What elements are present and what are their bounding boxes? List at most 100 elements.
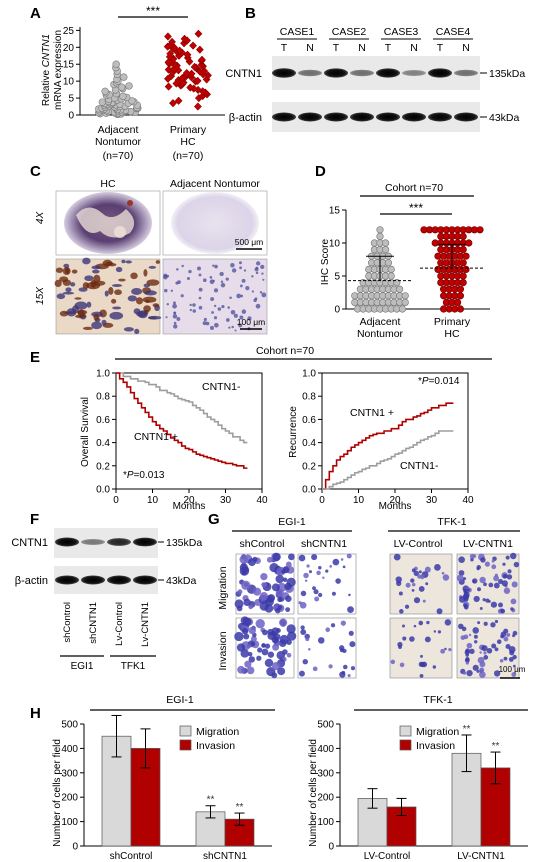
g-cell-1-3-47	[465, 661, 470, 665]
c-tissue-nt-55	[256, 261, 261, 266]
h0-ytick-label-1: 100	[61, 817, 78, 828]
d-point-1-46	[459, 246, 467, 254]
a-point-0-51	[119, 92, 127, 101]
g-cell-0-0-7	[248, 604, 254, 610]
d-point-0-18	[401, 298, 409, 307]
g-cell-1-3-32	[499, 658, 504, 663]
g-cell-0-0-39	[266, 556, 273, 563]
g-cell-0-0-57	[259, 592, 269, 601]
c-tissue-hc-58	[93, 313, 100, 321]
g-row-migration: Migration	[217, 566, 229, 609]
g-cell-1-3-19	[476, 669, 480, 673]
c-tissue-hc-59	[111, 284, 123, 287]
a-point-0-69	[112, 60, 120, 68]
g-cell-1-0-6	[246, 666, 255, 675]
g-cell-0-3-53	[498, 579, 504, 585]
g-cell-1-1-22	[342, 648, 347, 654]
g-cell-0-2-10	[410, 578, 415, 583]
c-tissue-nt-80	[228, 326, 231, 329]
c-tissue-hc-54	[56, 293, 66, 300]
g-cell-1-0-60	[234, 631, 244, 642]
c-tissue-nt-5	[213, 304, 217, 308]
c-tissue-hc-61	[152, 303, 160, 308]
g-cell-0-3-56	[482, 598, 486, 602]
c-tissue-nt-67	[259, 291, 263, 294]
a-point-1-58	[195, 45, 204, 54]
c-tissue-nt-66	[166, 274, 170, 278]
e1-series-pos: CNTN1 +	[350, 407, 394, 419]
d-point-1-24	[459, 272, 467, 280]
e1-series-1	[322, 430, 454, 490]
c-tissue-nt-64	[186, 276, 190, 281]
c-tissue-hc-71	[72, 305, 80, 313]
g-cell-0-3-25	[480, 557, 486, 563]
c-tissue-nt-72	[230, 310, 236, 315]
c-tissue-nt-70	[254, 267, 259, 272]
g-image-1-1	[297, 617, 357, 679]
g-cell-1-1-18	[308, 647, 311, 651]
b-band-1-7	[454, 112, 478, 122]
g-cell-0-0-68	[248, 558, 256, 567]
e0-series-pos: CNTN1 +	[134, 431, 178, 443]
g-cell-0-3-30	[473, 554, 477, 558]
c-tissue-nt-68	[211, 311, 214, 314]
e1-xtick-label-0: 0	[319, 495, 325, 506]
h1-ytick-label-0: 0	[328, 842, 334, 853]
c-tissue-nt-0	[197, 266, 201, 271]
g-cell-1-3-35	[473, 634, 478, 639]
g-cell-1-1-11	[302, 658, 308, 665]
h1-ytick-label-4: 400	[317, 744, 334, 755]
c-tissue-hc-64	[121, 259, 126, 264]
g-cell-1-2-8	[409, 636, 415, 642]
g-cell-0-2-2	[442, 574, 450, 581]
a-ytick-label-1: 5	[68, 94, 74, 105]
g-cell-0-3-34	[458, 570, 465, 576]
c-tissue-nt-69	[261, 292, 267, 298]
h1-ytick-label-2: 200	[317, 793, 334, 804]
g-cell-0-0-62	[272, 552, 281, 562]
d-point-0-67	[382, 239, 390, 247]
g-cell-1-3-7	[494, 619, 499, 624]
g-cell-1-0-47	[250, 641, 256, 647]
g-cell-0-0-33	[277, 596, 283, 603]
f-band-1-1	[81, 575, 105, 585]
g-cell-0-3-31	[506, 574, 513, 580]
c-tissue-hc-41	[86, 301, 92, 308]
g-cell-0-1-12	[348, 593, 351, 597]
h1-ytick-label-5: 500	[317, 720, 334, 731]
g-cell-0-0-18	[285, 607, 291, 613]
g-cell-1-3-27	[496, 639, 502, 645]
c-row-15x: 15X	[35, 287, 46, 305]
g-cell-1-1-12	[305, 637, 310, 642]
g-cell-0-1-24	[318, 592, 323, 598]
c-tissue-nt-49	[192, 309, 196, 313]
c-tissue-hc-42	[82, 326, 93, 330]
a-xlabel-0a: Adjacent	[98, 124, 139, 136]
c-tissue-hc-16	[144, 299, 150, 304]
e0-ytick-label-1: 0.2	[96, 461, 110, 472]
g-cell-1-1-16	[325, 627, 331, 633]
g-cell-1-3-26	[505, 643, 511, 650]
c-tissue-nt-11	[238, 323, 243, 328]
g-cell-0-1-4	[298, 554, 306, 562]
panel-label-d: D	[315, 163, 326, 180]
a-point-0-45	[128, 97, 136, 105]
c-tissue-nt-59	[239, 266, 243, 270]
g-cell-1-0-31	[243, 633, 250, 640]
g-cell-0-0-35	[285, 595, 292, 602]
g-cell-1-0-43	[286, 652, 292, 658]
d-title: Cohort n=70	[385, 182, 443, 194]
g-cell-1-1-7	[339, 645, 345, 651]
g-cell-1-0-25	[282, 649, 288, 655]
g-cell-1-3-20	[465, 653, 469, 657]
g-cell-0-1-0	[314, 596, 320, 602]
b-case-0: CASE1	[280, 26, 315, 38]
f-lane-1: shCNTN1	[88, 602, 99, 644]
g-cell-1-3-50	[506, 632, 511, 637]
g-cell-0-0-58	[275, 574, 284, 584]
g-cell-0-3-29	[493, 582, 500, 589]
g-cell-0-2-23	[425, 582, 429, 586]
g-cell-1-3-13	[477, 621, 481, 625]
h1-ytick-label-3: 300	[317, 768, 334, 779]
b-case-2: CASE3	[384, 26, 419, 38]
